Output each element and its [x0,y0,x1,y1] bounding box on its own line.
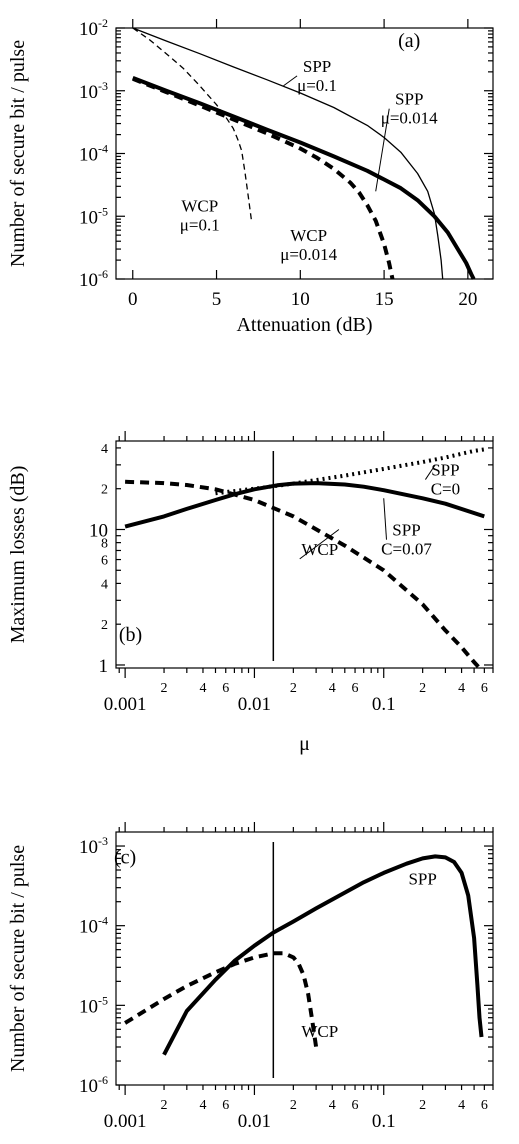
y-tick-label: 10-5 [79,204,108,228]
x-minor-tick-label: 2 [419,681,426,696]
y-tick-label: 10 [89,520,108,541]
x-minor-tick-label: 4 [458,681,465,696]
x-tick-label: 5 [212,289,222,310]
x-minor-tick-label: 2 [419,1098,426,1113]
y-tick-label: 8 [101,537,108,552]
annotation-label: μ=0.014 [280,245,337,264]
y-axis-label: Maximum losses (dB) [7,466,29,644]
x-minor-tick-label: 4 [458,1098,465,1113]
series-line-thick-dashed [132,76,395,280]
x-tick-label: 10 [291,289,310,310]
x-minor-tick-label: 6 [352,1098,359,1113]
x-tick-label: 15 [375,289,394,310]
x-minor-tick-label: 6 [481,681,488,696]
x-tick-label: 0.001 [104,694,147,715]
x-tick-label: 0.01 [238,1111,271,1132]
y-axis-label: Number of secure bit / pulse [7,40,29,267]
y-tick-label: 10-6 [79,1073,108,1097]
panel-b: 1 2 4 6 810 2 4 2 4 6 2 4 6 2 4 6 0.001 0.01 0.1 μ Maximum l… [7,431,494,755]
annotation-pointer [283,75,298,87]
annotation-label: C=0.07 [381,540,432,559]
x-minor-tick-label: 6 [222,681,229,696]
series-line-thick-solid [132,76,476,280]
x-minor-tick-label: 6 [481,1098,488,1113]
annotation-label: (b) [119,624,142,646]
x-minor-tick-label: 2 [161,681,168,696]
x-minor-tick-label: 4 [329,1098,336,1113]
y-tick-label: 10-3 [79,79,108,103]
annotation-pointer [375,108,390,192]
x-minor-tick-label: 2 [290,1098,297,1113]
annotation-label: WCP [290,226,327,245]
annotation-label: μ=0.1 [180,215,220,234]
plot-frame [115,440,494,669]
x-tick-label: 0.01 [238,694,271,715]
series-line-thick-dashed [124,951,319,1048]
series-line-thick-solid [124,481,485,529]
x-tick-label: 0.1 [372,694,396,715]
panel-a: 10-6 10-5 10-4 10-3 10-2 0 5 10 15 20 Attenuation … [7,16,494,336]
y-tick-label: 10-4 [79,914,108,938]
y-tick-label: 10-4 [79,142,108,166]
annotation-label: WCP [181,196,218,215]
annotation-label: (c) [114,847,136,869]
annotation-pointer [299,529,340,560]
y-tick-label: 4 [101,577,108,592]
annotation-label: WCP [301,540,338,559]
annotation-label: SPP [408,869,436,888]
series-line-thin-dashed [132,27,253,223]
annotation-label: C=0 [431,480,460,499]
y-tick-label: 10-6 [79,267,108,291]
series-line-thick-dotted [215,447,485,496]
panel-c: 10-610-510-410-32462462460.0010.010.1μNu… [7,822,494,1132]
y-axis-label: Number of secure bit / pulse [7,845,29,1072]
annotation-label: SPP [392,521,420,540]
x-minor-tick-label: 4 [199,681,206,696]
annotation-label: SPP [431,461,459,480]
annotation-pointer [425,464,436,480]
x-minor-tick-label: 4 [329,681,336,696]
annotation-label: μ=0.014 [381,109,438,128]
annotation-pointer [383,498,387,540]
series-line-thick-solid [162,854,484,1056]
y-tick-label: 10-3 [79,834,108,858]
y-tick-label: 10-5 [79,993,108,1017]
annotation-label: SPP [303,57,331,76]
y-tick-label: 2 [101,618,108,633]
annotation-label: (a) [398,30,420,52]
y-tick-label: 4 [101,442,108,457]
x-minor-tick-label: 6 [352,681,359,696]
x-tick-label: 0 [128,289,138,310]
x-axis-label: μ [299,733,310,755]
annotation-label: SPP [395,90,423,109]
plot-frame [115,831,494,1086]
x-tick-label: 0.001 [104,1111,147,1132]
y-tick-label: 2 [101,483,108,498]
x-axis-label: Attenuation (dB) [236,314,372,336]
y-tick-label: 6 [101,554,108,569]
x-minor-tick-label: 6 [222,1098,229,1113]
series-line-thin-solid [132,27,444,280]
y-tick-label: 1 [99,656,109,677]
x-minor-tick-label: 2 [290,681,297,696]
y-tick-label: 10-2 [79,16,108,40]
annotation-label: μ=0.1 [297,76,337,95]
series-line-thick-dashed [125,479,481,670]
x-minor-tick-label: 4 [199,1098,206,1113]
annotation-label: WCP [301,1022,338,1041]
x-tick-label: 0.1 [372,1111,396,1132]
x-tick-label: 20 [458,289,477,310]
x-minor-tick-label: 2 [161,1098,168,1113]
